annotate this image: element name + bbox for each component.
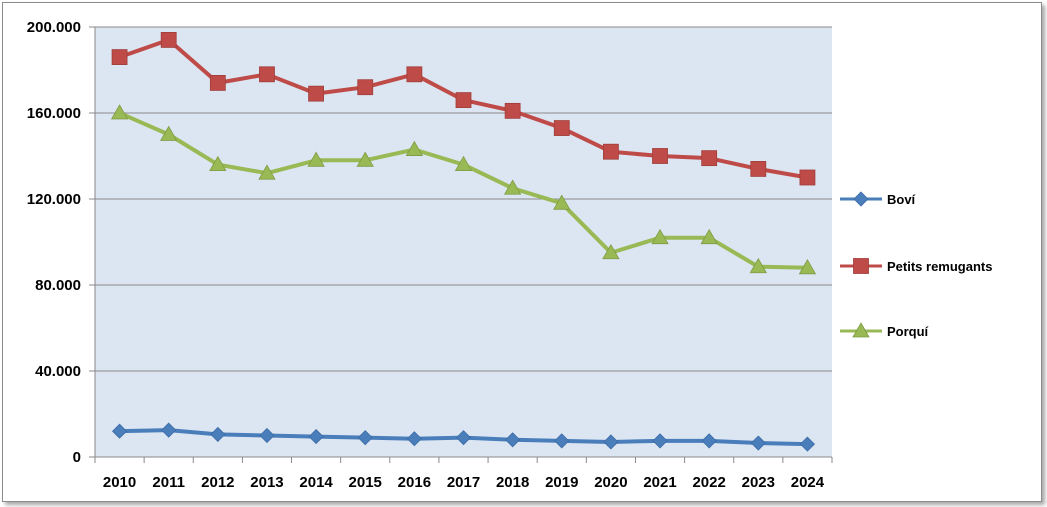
data-point: [405, 140, 424, 156]
data-point: [455, 430, 472, 446]
legend-swatch-marker: [853, 258, 869, 274]
legend-label: Boví: [887, 192, 916, 207]
data-point: [308, 429, 324, 445]
legend-item: Porquí: [840, 322, 929, 339]
x-tick-label: 2023: [742, 474, 775, 491]
data-point: [308, 85, 325, 102]
data-point: [602, 243, 620, 260]
series-group: [110, 32, 817, 452]
legend-item: Boví: [840, 191, 916, 207]
data-point: [112, 423, 128, 439]
legend-item: Petits remugants: [840, 258, 992, 274]
series-2: [110, 104, 817, 275]
x-tick-label: 2017: [447, 474, 480, 491]
data-point: [161, 422, 177, 438]
x-tick-label: 2014: [299, 474, 333, 491]
y-tick-label: 120.000: [27, 191, 81, 208]
x-tick-label: 2019: [545, 474, 578, 491]
data-point: [258, 164, 276, 180]
x-tick-label: 2020: [594, 474, 627, 491]
data-point: [160, 125, 178, 141]
series-1: [111, 32, 816, 186]
legend: Boví Petits remugants Porquí: [840, 191, 992, 339]
y-tick-label: 200.000: [27, 19, 81, 36]
x-tick-label: 2021: [643, 474, 676, 491]
data-point: [554, 433, 570, 449]
data-point: [603, 434, 619, 450]
data-point: [504, 102, 521, 119]
data-point: [652, 148, 668, 164]
data-point: [406, 431, 422, 447]
x-tick-label: 2015: [349, 474, 382, 491]
data-point: [651, 228, 669, 245]
y-tick-label: 80.000: [35, 277, 81, 294]
x-tick-label: 2018: [496, 474, 529, 491]
data-point: [505, 432, 521, 448]
data-point: [603, 143, 619, 160]
data-point: [503, 179, 522, 195]
data-point: [701, 150, 718, 167]
data-point: [209, 155, 227, 172]
x-tick-label: 2012: [201, 474, 234, 491]
y-tick-label: 40.000: [35, 363, 81, 380]
data-point: [701, 433, 717, 449]
legend-label: Porquí: [887, 324, 929, 339]
legend-swatch-marker: [853, 191, 869, 207]
data-point: [357, 79, 374, 96]
data-point: [307, 151, 325, 167]
x-tick-label: 2016: [398, 474, 431, 491]
data-point: [700, 228, 718, 245]
data-point: [749, 257, 767, 274]
data-point: [209, 75, 226, 91]
x-tick-label: 2011: [152, 474, 185, 491]
data-point: [454, 155, 473, 172]
data-point: [259, 427, 275, 444]
legend-swatch-marker: [852, 322, 870, 338]
data-point: [259, 66, 275, 83]
data-point: [750, 160, 767, 177]
data-point: [110, 104, 129, 120]
data-point: [798, 258, 817, 275]
y-tick-label: 160.000: [27, 105, 81, 122]
axes: [94, 27, 833, 463]
y-tick-label: 0: [73, 449, 81, 466]
data-point: [799, 436, 815, 452]
data-point: [455, 92, 472, 108]
x-axis-ticks: 2010 2011 2012 2013 2014 2015 2016 2017 2018 2019…: [103, 474, 825, 491]
x-tick-label: 2024: [791, 474, 825, 491]
legend-label: Petits remugants: [887, 259, 992, 274]
data-point: [750, 435, 766, 451]
series-0: [112, 422, 815, 452]
x-tick-label: 2022: [692, 474, 725, 491]
x-tick-label: 2010: [103, 474, 136, 491]
data-point: [553, 120, 570, 136]
y-axis-ticks: 0 40.000 80.000 120.000 160.000 200.000: [27, 19, 81, 466]
data-point: [160, 32, 177, 48]
data-point: [652, 433, 668, 449]
data-point: [210, 426, 226, 442]
data-point: [111, 49, 128, 65]
data-point: [357, 430, 373, 446]
data-point: [799, 169, 816, 186]
data-point: [356, 151, 374, 167]
grid-lines: [89, 26, 832, 458]
plot-area: [95, 27, 832, 457]
data-point: [553, 194, 571, 210]
data-point: [406, 66, 423, 83]
x-tick-label: 2013: [250, 474, 283, 491]
